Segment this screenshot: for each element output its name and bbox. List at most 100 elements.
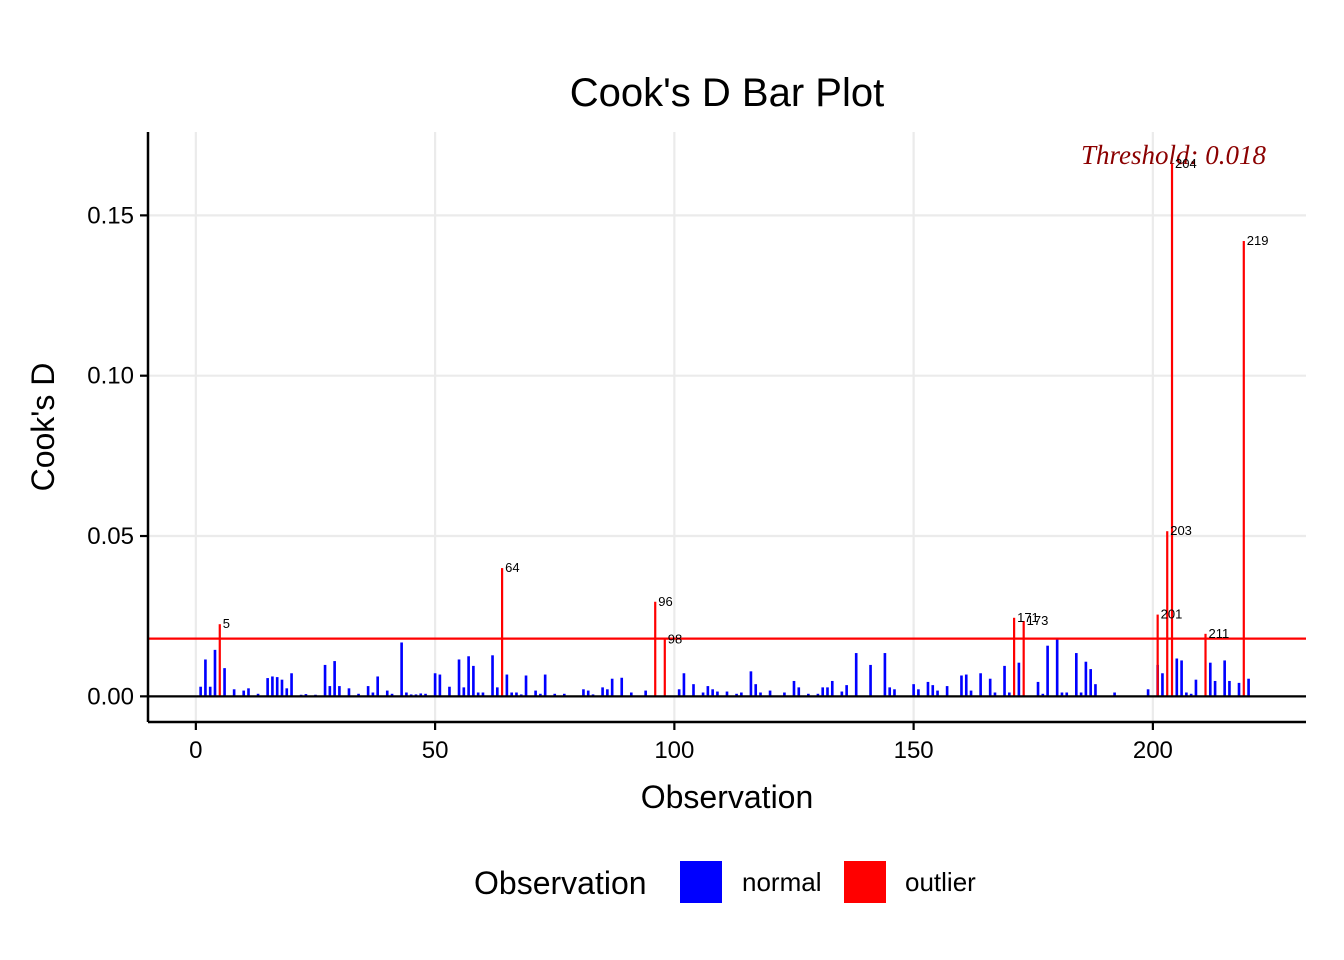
normal-bar [271, 676, 274, 697]
normal-bar [1161, 673, 1164, 697]
normal-bar [1180, 660, 1183, 697]
normal-bar [749, 671, 753, 697]
normal-bar [912, 684, 915, 697]
normal-bar [797, 687, 801, 697]
normal-bar [1008, 692, 1011, 697]
normal-bar [280, 679, 284, 697]
legend-title: Observation [474, 865, 647, 901]
normal-bar [232, 689, 236, 697]
normal-bar [1228, 680, 1231, 697]
normal-bar [304, 694, 308, 697]
normal-bar [553, 693, 557, 697]
normal-bar [993, 692, 997, 697]
normal-bar [390, 693, 394, 697]
legend-key-outlier [844, 861, 886, 903]
normal-bar [644, 690, 647, 697]
normal-bar [495, 687, 499, 697]
normal-bar [926, 681, 930, 697]
outlier-point-label: 204 [1175, 156, 1197, 171]
normal-bar [869, 664, 872, 697]
normal-bar [610, 678, 614, 697]
normal-bar [347, 688, 351, 697]
normal-bar [400, 642, 403, 697]
legend-key-normal [680, 861, 722, 903]
normal-bar [247, 688, 250, 697]
normal-bar [338, 686, 341, 697]
normal-bar [323, 664, 327, 697]
outlier-point-label: 5 [223, 616, 230, 631]
normal-bar [601, 687, 604, 697]
normal-bar [816, 693, 820, 697]
chart-title: Cook's D Bar Plot [570, 71, 884, 115]
normal-bar [854, 653, 858, 697]
normal-bar [1017, 662, 1021, 697]
y-tick-label: 0.05 [87, 523, 134, 550]
normal-bar [371, 692, 375, 697]
x-tick-label: 150 [894, 737, 934, 764]
normal-bar [1223, 660, 1226, 697]
outlier-bar [1170, 164, 1174, 697]
normal-bar [821, 687, 825, 697]
normal-bar [1084, 661, 1088, 697]
x-axis-title: Observation [641, 779, 814, 815]
normal-bar [213, 649, 217, 697]
outlier-bar [1156, 614, 1159, 697]
normal-bar [682, 673, 686, 697]
normal-bar [701, 692, 705, 697]
normal-bar [677, 689, 681, 697]
normal-bar [467, 656, 470, 697]
normal-bar [1055, 639, 1059, 697]
normal-bar [692, 684, 695, 697]
normal-bar [505, 674, 509, 697]
outlier-point-label: 171 [1017, 610, 1039, 625]
normal-bar [754, 684, 758, 697]
outlier-point-label: 203 [1170, 523, 1192, 538]
normal-bar [1208, 662, 1212, 697]
normal-bar [1113, 692, 1116, 697]
threshold-label: Threshold: 0.018 [1081, 140, 1267, 170]
legend: Observation normal outlier [474, 861, 976, 903]
normal-bar [199, 686, 202, 697]
normal-bar [333, 661, 336, 697]
normal-bar [582, 689, 585, 697]
normal-bar [826, 687, 829, 697]
normal-bar [783, 692, 786, 697]
outlier-bar [1166, 531, 1169, 697]
legend-label-outlier: outlier [905, 867, 976, 897]
normal-bar [792, 680, 796, 697]
normal-bar [204, 659, 207, 697]
normal-bar [376, 676, 380, 697]
normal-bar [433, 673, 437, 697]
normal-bar [969, 690, 973, 697]
normal-bar [840, 691, 844, 697]
normal-bar [208, 686, 212, 697]
normal-bar [1060, 692, 1064, 697]
normal-bar [366, 686, 370, 697]
normal-bar [759, 692, 762, 697]
normal-bar [620, 677, 624, 697]
normal-bar [405, 692, 408, 697]
outlier-bar [1204, 633, 1207, 697]
normal-bar [1146, 689, 1150, 697]
normal-bar [1247, 678, 1250, 697]
normal-bar [960, 675, 963, 697]
outlier-point-label: 219 [1247, 233, 1269, 248]
y-tick-label: 0.10 [87, 363, 134, 390]
normal-bar [256, 693, 260, 697]
normal-bar [893, 689, 896, 697]
normal-bar [462, 687, 466, 697]
normal-bar [290, 673, 293, 697]
normal-bar [936, 690, 939, 697]
outlier-bar [1242, 241, 1245, 697]
normal-bar [917, 689, 920, 697]
x-tick-label: 200 [1133, 737, 1173, 764]
normal-bar [716, 691, 719, 697]
outlier-bar [218, 624, 221, 697]
outlier-bar [663, 639, 666, 697]
normal-bar [1189, 693, 1193, 697]
normal-bar [1003, 665, 1006, 697]
normal-bar [510, 692, 513, 697]
